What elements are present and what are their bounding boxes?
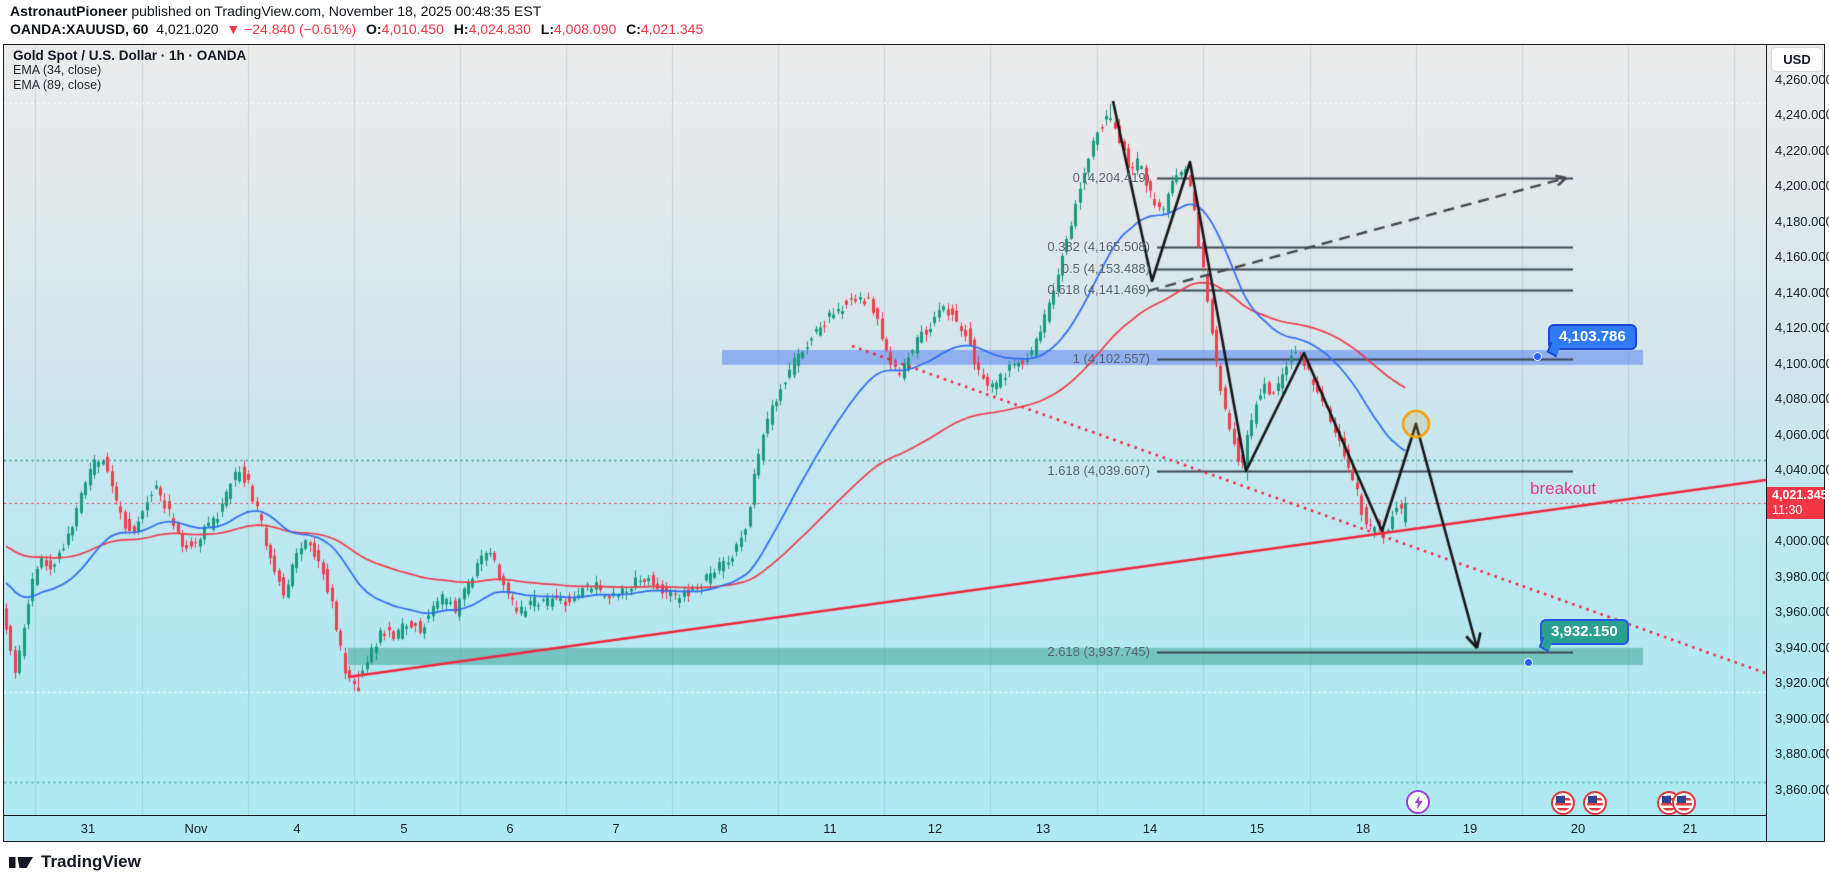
price-axis-label: 4,140.000: [1775, 284, 1829, 300]
last-price: 4,021.020: [156, 21, 219, 37]
price-axis-label: 4,160.000: [1775, 249, 1829, 264]
price-callout-supply[interactable]: 4,103.786: [1548, 324, 1637, 350]
ema89-legend: EMA (89, close): [13, 78, 102, 92]
fib-level-label: 0 (4,204.419): [1072, 170, 1150, 186]
ema34-legend: EMA (34, close): [13, 63, 102, 77]
price-axis[interactable]: 4,260.000 4,240.000 4,220.000 4,200.000 4,18…: [1766, 45, 1829, 841]
price-axis-label: 4,060.000: [1775, 426, 1829, 442]
time-axis-label: 18: [1355, 821, 1371, 836]
price-axis-label: 4,180.000: [1775, 213, 1829, 229]
chart-container: Gold Spot / U.S. Dollar · 1h · OANDA EMA…: [3, 44, 1829, 842]
breakout-annotation[interactable]: breakout: [1530, 479, 1597, 498]
price-axis-label: 4,040.000: [1775, 462, 1829, 477]
price-change: ▼ −24.840 (−0.61%): [226, 21, 357, 37]
time-axis-label: 14: [1142, 821, 1158, 836]
fib-level-label: 1 (4,102.557): [1072, 350, 1150, 366]
tradingview-wordmark: TradingView: [41, 852, 141, 871]
economic-event-flag-icon[interactable]: [1583, 791, 1607, 815]
footer: TradingView: [8, 849, 141, 875]
price-axis-label: 3,960.000: [1775, 604, 1829, 619]
price-axis-label: 4,120.000: [1775, 320, 1829, 335]
time-axis-label: 4: [293, 821, 301, 836]
price-axis-label: 3,900.000: [1775, 710, 1829, 726]
current-price-value: 4,021.345: [1772, 488, 1828, 502]
price-axis-label: 4,100.000: [1775, 355, 1829, 371]
price-axis-label: 3,920.000: [1775, 675, 1829, 690]
time-axis-label: 6: [506, 821, 514, 836]
time-axis-label: 13: [1035, 821, 1051, 836]
open-label: O:: [366, 21, 382, 37]
chart-title: Gold Spot / U.S. Dollar · 1h · OANDA: [13, 48, 247, 63]
time-axis-label: 20: [1570, 821, 1586, 836]
low-label: L:: [540, 21, 554, 37]
callout-anchor-dot[interactable]: [1524, 658, 1533, 667]
chart-legend[interactable]: Gold Spot / U.S. Dollar · 1h · OANDA EMA…: [13, 48, 246, 93]
fib-level-label: 2.618 (3,937.745): [1047, 643, 1150, 659]
fib-level-label: 1.618 (4,039.607): [1047, 462, 1150, 478]
time-axis-label: 21: [1682, 821, 1698, 836]
price-axis-label: 3,860.000: [1775, 781, 1829, 797]
high-label: H:: [453, 21, 469, 37]
price-chart[interactable]: [4, 45, 1766, 815]
price-axis-label: 3,980.000: [1775, 568, 1829, 584]
high-value: 4,024.830: [468, 21, 531, 37]
economic-event-flag-icon[interactable]: [1551, 791, 1575, 815]
price-axis-label: 3,940.000: [1775, 639, 1829, 655]
symbol-name: OANDA:XAUUSD, 60: [10, 21, 149, 37]
byline-text: published on TradingView.com, November 1…: [127, 3, 542, 19]
time-axis[interactable]: 31 Nov 4 5 6 7 8 11 12 13 14 15 18 19 20 21: [4, 815, 1766, 841]
economic-event-flag-icon[interactable]: [1672, 791, 1696, 815]
byline: AstronautPioneer published on TradingVie…: [10, 3, 541, 19]
quote-line: OANDA:XAUUSD, 60 4,021.020 ▼ −24.840 (−0…: [10, 21, 703, 37]
bar-countdown: 11:30: [1772, 503, 1803, 517]
price-axis-label: 4,240.000: [1775, 107, 1829, 122]
price-axis-label: 4,080.000: [1775, 391, 1829, 406]
open-value: 4,010.450: [381, 21, 444, 37]
price-axis-label: 4,000.000: [1775, 533, 1829, 548]
low-value: 4,008.090: [553, 21, 617, 37]
currency-toggle-button[interactable]: USD: [1772, 48, 1822, 71]
time-axis-label: 19: [1462, 821, 1478, 836]
time-axis-label: 11: [823, 821, 837, 836]
idea-lightning-marker-icon[interactable]: [1406, 790, 1430, 814]
lightning-icon: [1414, 795, 1423, 809]
current-price-tag: 4,021.345 11:30: [1767, 487, 1828, 519]
fib-level-label: 0.5 (4,153.488): [1061, 260, 1150, 276]
price-axis-label: 4,220.000: [1775, 142, 1829, 158]
close-label: C:: [626, 21, 641, 37]
price-callout-target[interactable]: 3,932.150: [1540, 619, 1629, 645]
time-axis-label: 5: [400, 821, 408, 836]
tradingview-logo-icon: [9, 857, 33, 868]
close-value: 4,021.345: [640, 21, 704, 37]
fib-level-label: 0.618 (4,141.469): [1047, 281, 1150, 297]
time-axis-label: 31: [80, 821, 96, 836]
price-axis-label: 4,200.000: [1775, 178, 1829, 193]
time-axis-label: 8: [720, 821, 728, 836]
time-axis-label: 12: [927, 821, 943, 836]
price-axis-label: 3,880.000: [1775, 746, 1829, 761]
price-axis-label: 4,260.000: [1775, 71, 1829, 87]
time-axis-label: 15: [1249, 821, 1265, 836]
author-name: AstronautPioneer: [10, 3, 128, 19]
fib-level-label: 0.382 (4,165.508): [1047, 239, 1150, 255]
time-axis-label: Nov: [184, 821, 208, 836]
time-axis-label: 7: [612, 821, 620, 836]
callout-anchor-dot[interactable]: [1533, 352, 1542, 361]
